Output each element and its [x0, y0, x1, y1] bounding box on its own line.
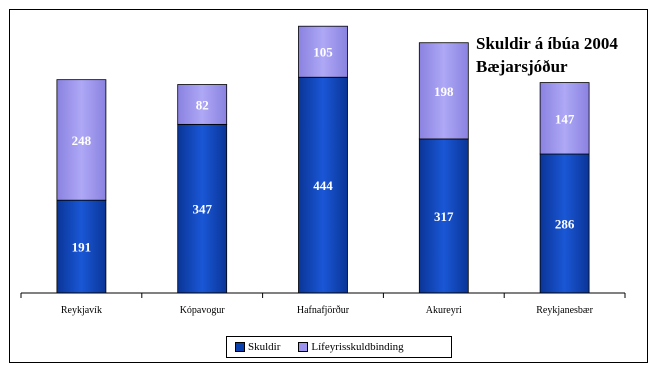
bar-skuldir-hafnafjor-ur	[298, 76, 348, 294]
data-label-lifeyrisskuldbinding-hafnafjor-ur: 105	[313, 45, 333, 60]
chart-subtitle: Bæjarsjóður	[476, 57, 568, 76]
bar-lifeyrisskuldbinding-akureyri	[418, 42, 469, 140]
bar-skuldir-reykjanesb-r	[539, 153, 590, 294]
legend-item-skuldir: Skuldir	[235, 341, 280, 353]
bar-skuldir-reykjavik	[56, 199, 107, 294]
bar-lifeyrisskuldbinding-hafnafjor-ur	[298, 25, 348, 78]
data-label-skuldir-kopavogur: 347	[192, 202, 212, 217]
data-label-lifeyrisskuldbinding-akureyri: 198	[434, 84, 454, 99]
data-label-lifeyrisskuldbinding-reykjavik: 248	[72, 133, 92, 148]
chart-title: Skuldir á íbúa 2004	[476, 34, 618, 53]
bar-lifeyrisskuldbinding-reykjanesb-r	[539, 82, 590, 155]
x-tick-label-hafnafjor-ur: Hafnafjörður	[297, 305, 350, 316]
data-label-skuldir-reykjavik: 191	[72, 240, 92, 255]
legend-label-skuldir: Skuldir	[248, 341, 281, 353]
legend: Skuldir Lífeyrisskuldbinding	[226, 336, 452, 358]
x-tick-label-reykjavik: Reykjavík	[61, 305, 102, 316]
legend-swatch-skuldir	[235, 342, 245, 352]
x-tick-label-reykjanesb-r: Reykjanesbær	[536, 305, 593, 316]
x-tick-label-akureyri: Akureyri	[426, 305, 462, 316]
data-label-skuldir-akureyri: 317	[434, 209, 454, 224]
bar-skuldir-akureyri	[418, 138, 469, 294]
legend-item-lifeyrisskuldbinding: Lífeyrisskuldbinding	[298, 341, 404, 353]
legend-label-lifeyrisskuldbinding: Lífeyrisskuldbinding	[311, 341, 404, 353]
data-label-lifeyrisskuldbinding-kopavogur: 82	[196, 97, 209, 112]
bar-skuldir-kopavogur	[177, 123, 228, 294]
data-label-skuldir-hafnafjor-ur: 444	[313, 178, 333, 193]
bar-lifeyrisskuldbinding-kopavogur	[177, 84, 228, 125]
legend-swatch-lifeyrisskuldbinding	[298, 342, 309, 352]
x-tick-label-kopavogur: Kópavogur	[180, 305, 226, 316]
data-label-skuldir-reykjanesb-r: 286	[555, 217, 575, 232]
data-label-lifeyrisskuldbinding-reykjanesb-r: 147	[555, 111, 575, 126]
bar-lifeyrisskuldbinding-reykjavik	[56, 79, 107, 201]
